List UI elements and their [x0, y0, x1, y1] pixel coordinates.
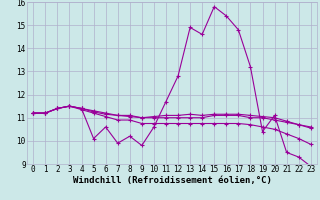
X-axis label: Windchill (Refroidissement éolien,°C): Windchill (Refroidissement éolien,°C): [73, 176, 271, 185]
